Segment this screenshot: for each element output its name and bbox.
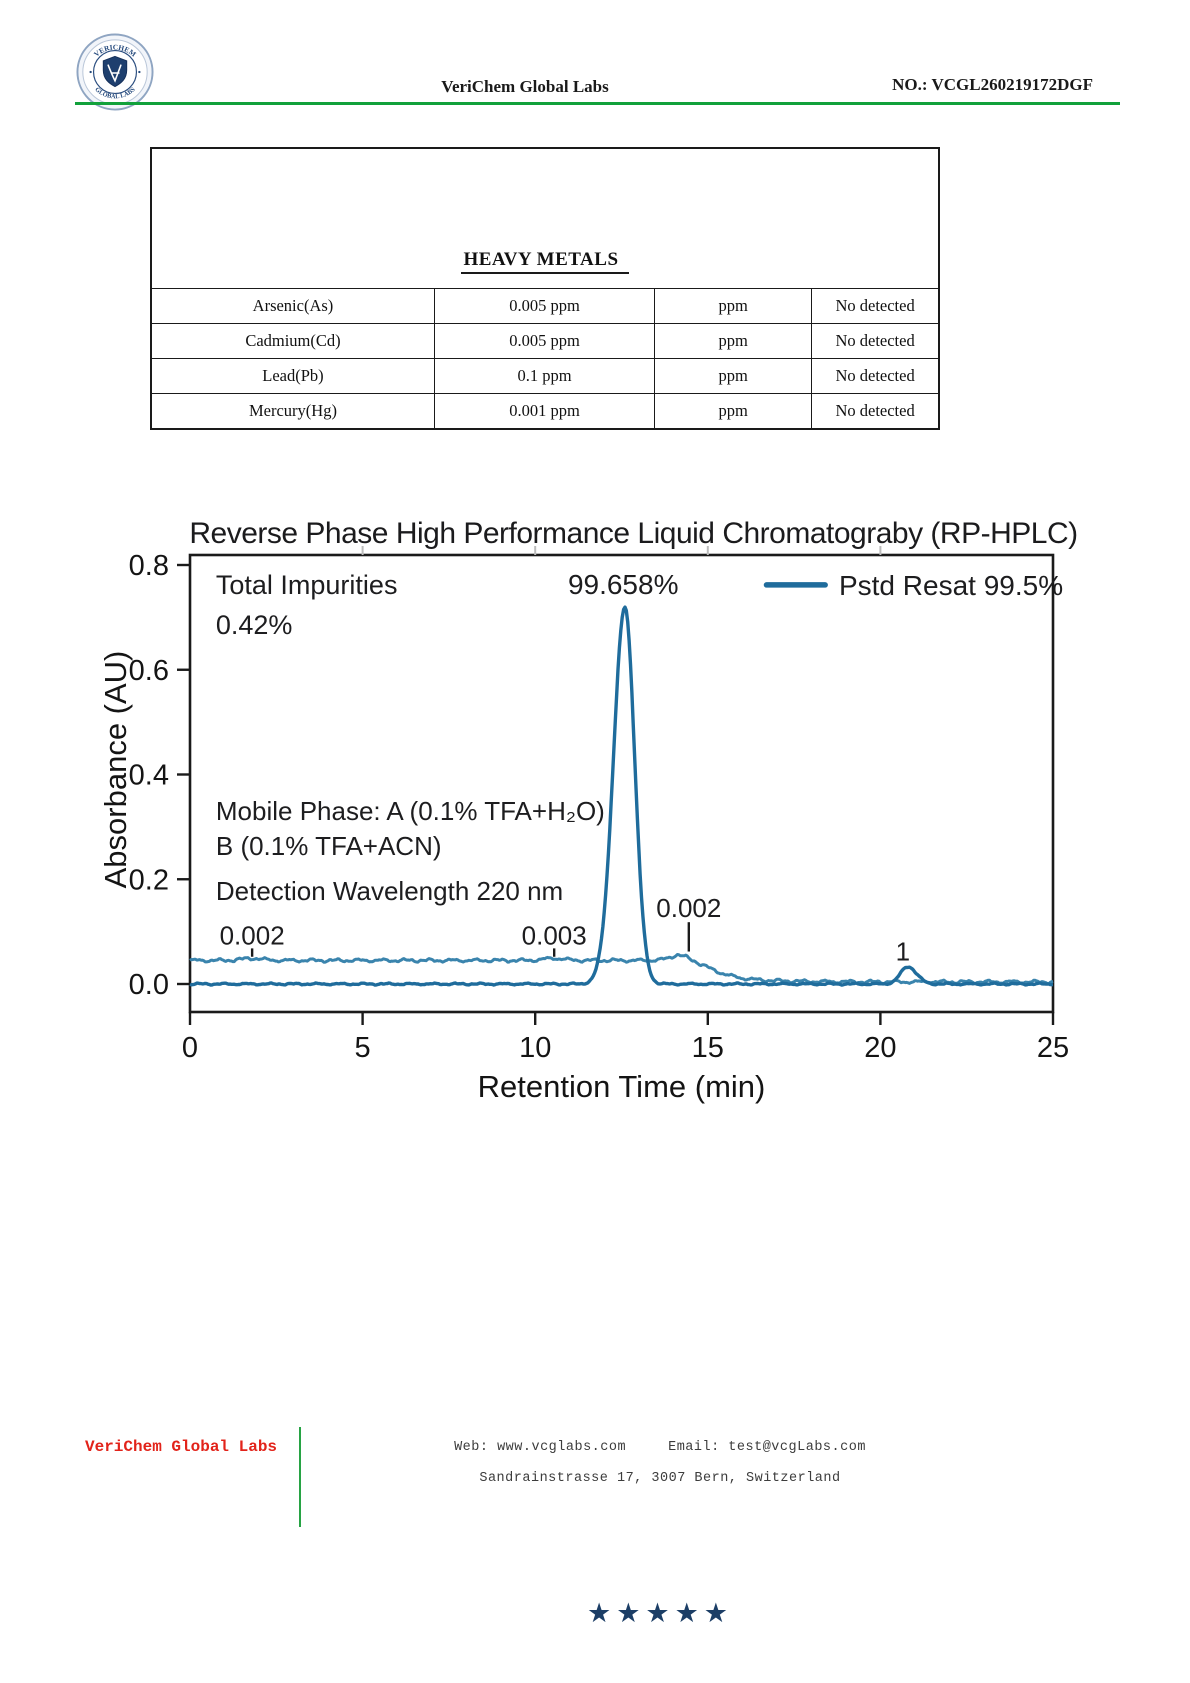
analyte-name: Arsenic(As) bbox=[152, 289, 435, 323]
company-logo: VERICHEM GLOBAL LABS bbox=[76, 33, 154, 111]
rating-stars: ★★★★★ bbox=[586, 1598, 734, 1629]
svg-text:Total Impurities: Total Impurities bbox=[216, 570, 398, 600]
heavy-metals-table: HEAVY METALS Arsenic(As) 0.005 ppm ppm N… bbox=[150, 147, 940, 430]
footer-contact-line: Web: www.vcglabs.com Email: test@vcgLabs.… bbox=[330, 1440, 990, 1455]
svg-text:99.658%: 99.658% bbox=[568, 569, 679, 600]
svg-text:0.002: 0.002 bbox=[220, 921, 285, 951]
svg-text:0.42%: 0.42% bbox=[216, 610, 293, 640]
table-title: HEAVY METALS bbox=[461, 249, 629, 274]
result-cell: No detected bbox=[835, 331, 915, 350]
unit-cell: ppm bbox=[655, 359, 813, 393]
svg-text:Pstd Resat 99.5%: Pstd Resat 99.5% bbox=[839, 570, 1063, 601]
svg-text:15: 15 bbox=[692, 1032, 724, 1064]
svg-text:Retention Time (min): Retention Time (min) bbox=[478, 1069, 766, 1104]
table-row: Lead(Pb) 0.1 ppm ppm No detected bbox=[152, 358, 938, 393]
svg-text:0.8: 0.8 bbox=[129, 550, 169, 582]
svg-text:10: 10 bbox=[519, 1032, 551, 1064]
limit-value: 0.005 ppm bbox=[435, 289, 656, 323]
rp-hplc-chart: Reverse Phase High Performance Liquid Ch… bbox=[100, 505, 1100, 1105]
svg-text:0.003: 0.003 bbox=[522, 921, 587, 951]
footer-email: Email: test@vcgLabs.com bbox=[668, 1440, 866, 1455]
svg-text:1: 1 bbox=[896, 936, 910, 966]
table-row: Cadmium(Cd) 0.005 ppm ppm No detected bbox=[152, 323, 938, 358]
svg-text:Detection Wavelength 220 nm: Detection Wavelength 220 nm bbox=[216, 876, 563, 906]
svg-text:B (0.1% TFA+ACN): B (0.1% TFA+ACN) bbox=[216, 831, 442, 861]
svg-text:Reverse Phase High Performance: Reverse Phase High Performance Liquid Ch… bbox=[189, 517, 1077, 550]
analyte-name: Cadmium(Cd) bbox=[152, 324, 435, 358]
header-company-title: VeriChem Global Labs bbox=[441, 77, 609, 96]
limit-value: 0.1 ppm bbox=[435, 359, 656, 393]
svg-text:0.4: 0.4 bbox=[129, 760, 169, 792]
svg-text:25: 25 bbox=[1037, 1032, 1069, 1064]
unit-cell: ppm bbox=[655, 289, 813, 323]
footer-divider bbox=[299, 1427, 301, 1527]
footer-company-name: VeriChem Global Labs bbox=[85, 1438, 278, 1456]
table-title-cell: HEAVY METALS bbox=[152, 149, 938, 288]
footer-web: Web: www.vcglabs.com bbox=[454, 1440, 627, 1455]
svg-text:Absorbance (AU): Absorbance (AU) bbox=[100, 651, 133, 889]
svg-text:0.2: 0.2 bbox=[129, 864, 169, 896]
svg-text:Mobile Phase: A (0.1% TFA+H₂O): Mobile Phase: A (0.1% TFA+H₂O) bbox=[216, 796, 605, 826]
analyte-name: Lead(Pb) bbox=[152, 359, 435, 393]
unit-cell: ppm bbox=[655, 324, 813, 358]
svg-text:0.0: 0.0 bbox=[129, 969, 169, 1001]
limit-value: 0.005 ppm bbox=[435, 324, 656, 358]
analyte-name: Mercury(Hg) bbox=[152, 394, 435, 428]
svg-text:0.002: 0.002 bbox=[656, 893, 721, 923]
chromatogram-svg: Reverse Phase High Performance Liquid Ch… bbox=[100, 517, 1078, 1104]
svg-text:5: 5 bbox=[355, 1032, 371, 1064]
table-row: Mercury(Hg) 0.001 ppm ppm No detected bbox=[152, 393, 938, 428]
limit-value: 0.001 ppm bbox=[435, 394, 656, 428]
logo-badge-svg: VERICHEM GLOBAL LABS bbox=[76, 33, 154, 111]
svg-text:0: 0 bbox=[182, 1032, 198, 1064]
unit-cell: ppm bbox=[655, 394, 813, 428]
logo-shield bbox=[102, 55, 128, 88]
result-cell: No detected bbox=[835, 296, 915, 315]
result-cell: No detected bbox=[835, 366, 915, 385]
svg-text:0.6: 0.6 bbox=[129, 655, 169, 687]
result-cell: No detected bbox=[835, 401, 915, 420]
footer-address: Sandrainstrasse 17, 3007 Bern, Switzerla… bbox=[479, 1471, 841, 1486]
header-rule bbox=[75, 102, 1120, 105]
report-number: NO.: VCGL260219172DGF bbox=[892, 75, 1093, 94]
svg-text:20: 20 bbox=[864, 1032, 896, 1064]
table-row: Arsenic(As) 0.005 ppm ppm No detected bbox=[152, 288, 938, 323]
